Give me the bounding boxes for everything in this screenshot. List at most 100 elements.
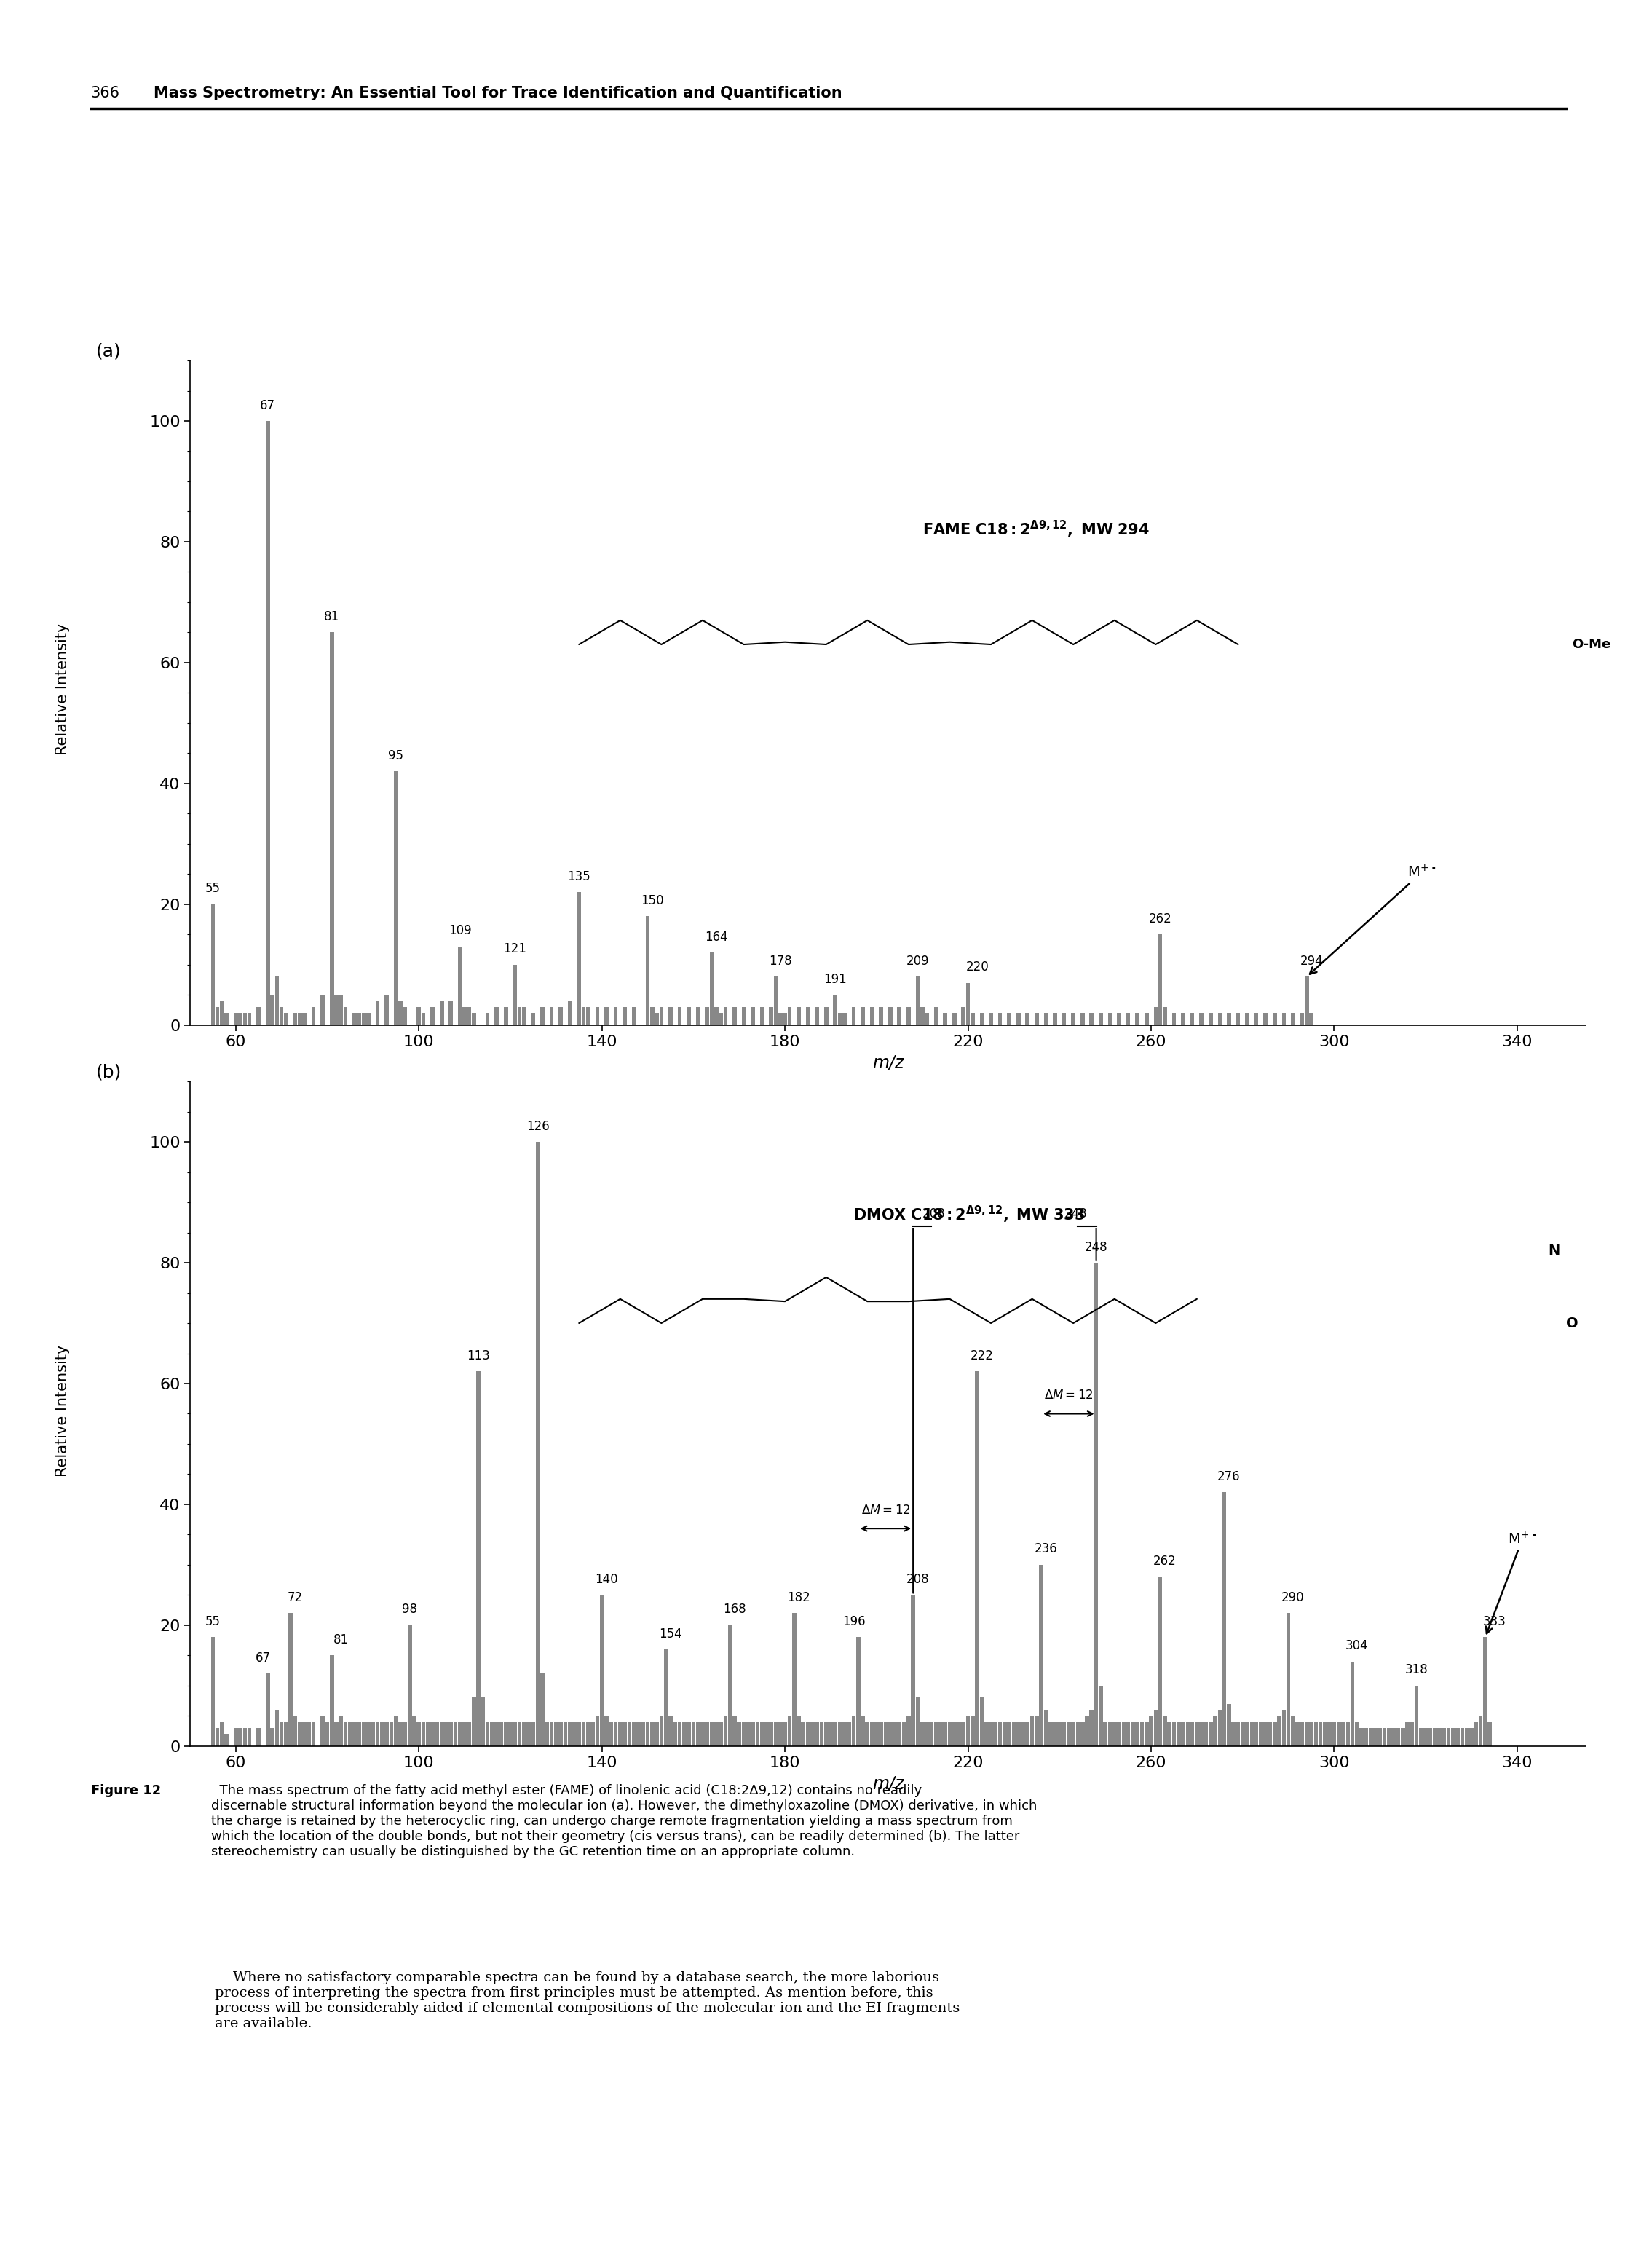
Bar <box>1070 1721 1075 1746</box>
Bar <box>778 1014 783 1025</box>
Text: 208: 208 <box>907 1573 928 1586</box>
Bar <box>1044 1014 1047 1025</box>
Bar <box>344 1721 347 1746</box>
Bar <box>975 1372 980 1746</box>
Bar <box>925 1721 928 1746</box>
Bar <box>1388 1728 1391 1746</box>
Bar <box>1264 1014 1267 1025</box>
Bar <box>1396 1728 1401 1746</box>
Bar <box>1135 1721 1140 1746</box>
Bar <box>1419 1728 1424 1746</box>
Bar <box>1026 1014 1029 1025</box>
Bar <box>1181 1721 1184 1746</box>
Bar <box>512 1721 517 1746</box>
Text: 318: 318 <box>1404 1663 1427 1676</box>
Bar <box>838 1721 843 1746</box>
Bar <box>292 1014 297 1025</box>
Bar <box>463 1007 466 1025</box>
Bar <box>1163 1007 1166 1025</box>
Text: 126: 126 <box>527 1120 550 1133</box>
Bar <box>1328 1721 1332 1746</box>
Text: 248: 248 <box>1085 1241 1108 1253</box>
Text: 236: 236 <box>1034 1543 1057 1557</box>
Bar <box>357 1014 362 1025</box>
Text: 140: 140 <box>595 1573 618 1586</box>
Bar <box>930 1721 933 1746</box>
Bar <box>421 1014 426 1025</box>
Text: 248: 248 <box>1064 1208 1087 1221</box>
Bar <box>791 1613 796 1746</box>
Bar <box>595 1007 600 1025</box>
Bar <box>362 1721 367 1746</box>
Bar <box>225 1735 228 1746</box>
Bar <box>714 1721 719 1746</box>
Text: 55: 55 <box>205 883 220 894</box>
Text: 113: 113 <box>468 1350 491 1363</box>
Text: O-Me: O-Me <box>1573 638 1611 651</box>
Bar <box>535 1142 540 1746</box>
Bar <box>385 996 388 1025</box>
Bar <box>938 1721 943 1746</box>
Bar <box>1254 1014 1259 1025</box>
Bar <box>824 1007 828 1025</box>
Bar <box>390 1721 393 1746</box>
Bar <box>449 1000 453 1025</box>
Bar <box>1437 1728 1442 1746</box>
Bar <box>1099 1685 1104 1746</box>
Bar <box>274 1710 279 1746</box>
Bar <box>966 1717 970 1746</box>
Bar <box>985 1721 988 1746</box>
Bar <box>582 1721 586 1746</box>
Bar <box>550 1721 553 1746</box>
Bar <box>1199 1014 1204 1025</box>
Bar <box>884 1721 887 1746</box>
Bar <box>1104 1721 1107 1746</box>
Bar <box>851 1007 856 1025</box>
Bar <box>879 1007 884 1025</box>
Bar <box>892 1721 897 1746</box>
Bar <box>773 1721 778 1746</box>
Bar <box>271 996 274 1025</box>
Bar <box>352 1721 357 1746</box>
Bar <box>568 1000 572 1025</box>
Bar <box>325 1721 329 1746</box>
Bar <box>907 1717 910 1746</box>
Bar <box>920 1007 925 1025</box>
Text: 150: 150 <box>641 894 664 908</box>
Bar <box>504 1007 507 1025</box>
Bar <box>1049 1721 1052 1746</box>
Bar <box>623 1007 626 1025</box>
Bar <box>302 1014 307 1025</box>
Bar <box>998 1014 1003 1025</box>
Bar <box>302 1721 307 1746</box>
Text: 55: 55 <box>205 1615 220 1629</box>
Bar <box>1070 1014 1075 1025</box>
Bar <box>279 1721 284 1746</box>
Bar <box>646 917 649 1025</box>
Bar <box>248 1728 251 1746</box>
Bar <box>494 1007 499 1025</box>
Text: $\Delta M = 12$: $\Delta M = 12$ <box>861 1503 910 1516</box>
Bar <box>952 1721 957 1746</box>
Bar <box>449 1721 453 1746</box>
Bar <box>558 1721 563 1746</box>
Text: 121: 121 <box>504 942 527 955</box>
Text: 366: 366 <box>91 86 121 99</box>
Bar <box>320 996 325 1025</box>
Bar <box>1209 1721 1213 1746</box>
Text: 72: 72 <box>287 1591 302 1604</box>
Bar <box>856 1638 861 1746</box>
Text: (b): (b) <box>96 1063 122 1081</box>
Text: 95: 95 <box>388 750 403 762</box>
Bar <box>1323 1721 1327 1746</box>
Bar <box>879 1721 884 1746</box>
Bar <box>220 1000 225 1025</box>
Bar <box>375 1721 380 1746</box>
Bar <box>434 1721 439 1746</box>
Bar <box>729 1624 732 1746</box>
Bar <box>468 1721 471 1746</box>
Bar <box>1483 1638 1487 1746</box>
Bar <box>682 1721 686 1746</box>
Bar <box>233 1014 238 1025</box>
Bar <box>1153 1007 1158 1025</box>
